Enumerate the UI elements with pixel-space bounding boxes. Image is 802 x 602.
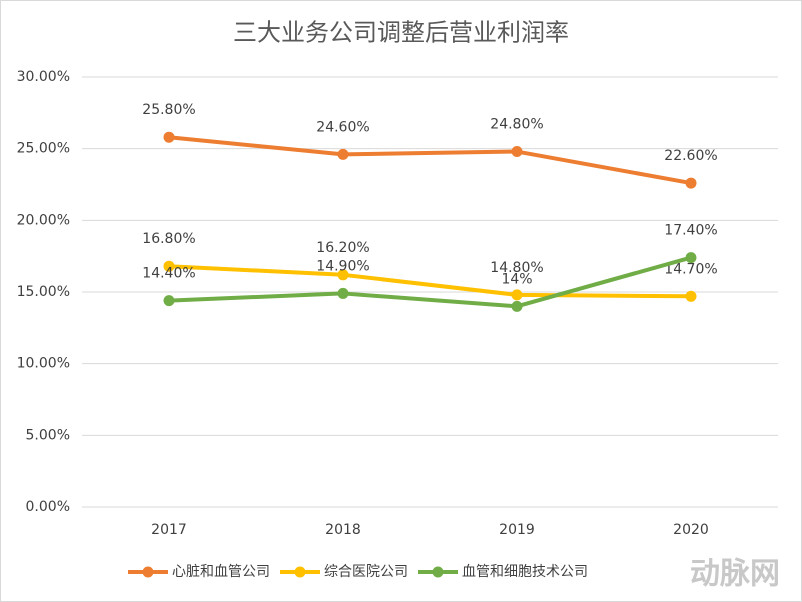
data-point bbox=[511, 146, 523, 158]
data-label: 14% bbox=[501, 271, 532, 287]
data-label: 22.60% bbox=[664, 148, 717, 164]
data-label: 14.70% bbox=[664, 261, 717, 277]
y-tick-label: 25.00% bbox=[17, 141, 70, 157]
legend-label: 血管和细胞技术公司 bbox=[462, 564, 588, 580]
data-point bbox=[337, 269, 349, 281]
legend-marker bbox=[142, 566, 154, 578]
data-label: 14.40% bbox=[142, 266, 195, 282]
chart-title: 三大业务公司调整后营业利润率 bbox=[233, 19, 569, 47]
y-tick-label: 0.00% bbox=[26, 499, 70, 515]
x-tick-label: 2017 bbox=[151, 522, 187, 538]
data-point bbox=[163, 131, 175, 143]
data-point bbox=[685, 290, 697, 302]
data-label: 24.80% bbox=[490, 117, 543, 133]
y-tick-label: 15.00% bbox=[17, 284, 70, 300]
legend-label: 心脏和血管公司 bbox=[172, 564, 270, 580]
legend-marker bbox=[432, 566, 444, 578]
data-point bbox=[163, 260, 175, 272]
data-point bbox=[685, 252, 697, 264]
x-tick-label: 2020 bbox=[673, 522, 709, 538]
data-point bbox=[337, 148, 349, 160]
series-line bbox=[168, 264, 692, 299]
legend-label: 综合医院公司 bbox=[324, 564, 408, 580]
y-tick-label: 30.00% bbox=[17, 69, 70, 85]
data-label: 17.40% bbox=[664, 223, 717, 239]
data-label: 24.60% bbox=[316, 119, 369, 135]
data-label: 16.80% bbox=[142, 231, 195, 247]
data-point bbox=[337, 287, 349, 299]
data-point bbox=[685, 177, 697, 189]
x-tick-label: 2018 bbox=[325, 522, 361, 538]
data-label: 14.90% bbox=[316, 258, 369, 274]
data-label: 14.80% bbox=[490, 260, 543, 276]
data-label: 16.20% bbox=[316, 240, 369, 256]
legend-marker bbox=[294, 566, 306, 578]
series-line bbox=[168, 135, 692, 186]
watermark: 动脉网 bbox=[690, 557, 780, 592]
y-tick-label: 20.00% bbox=[17, 212, 70, 228]
x-tick-label: 2019 bbox=[499, 522, 535, 538]
series-line bbox=[168, 255, 692, 309]
data-label: 25.80% bbox=[142, 102, 195, 118]
data-point bbox=[511, 289, 523, 301]
data-point bbox=[511, 300, 523, 312]
data-point bbox=[163, 295, 175, 307]
y-tick-label: 10.00% bbox=[17, 356, 70, 372]
y-tick-label: 5.00% bbox=[26, 427, 70, 443]
